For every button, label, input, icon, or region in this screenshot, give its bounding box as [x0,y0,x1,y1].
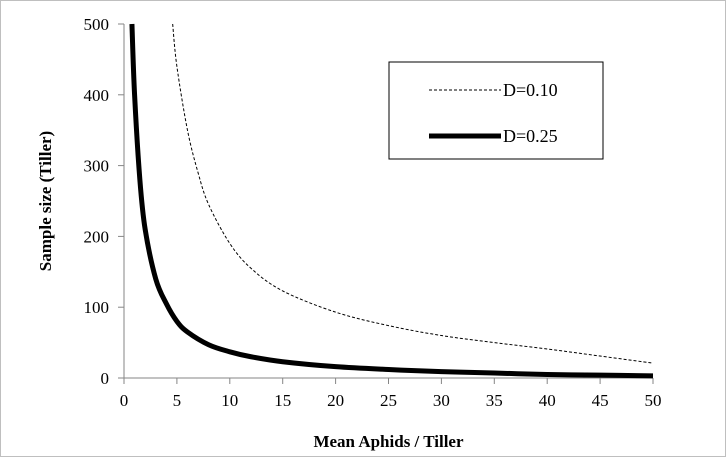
y-tick-label: 400 [84,86,110,105]
series-line-0 [172,23,654,364]
y-tick-label: 100 [84,298,110,317]
x-tick-label: 45 [592,391,609,410]
x-tick-label: 35 [486,391,503,410]
y-tick-label: 200 [84,227,110,246]
legend-label-1: D=0.25 [503,126,558,146]
series-layer [129,23,654,379]
x-tick-label: 0 [120,391,129,410]
x-tick-label: 10 [221,391,238,410]
y-axis-title: Sample size (Tiller) [36,131,55,271]
legend: D=0.10 D=0.25 [388,61,604,160]
y-tick-label: 0 [101,369,110,388]
x-tick-label: 25 [380,391,397,410]
y-tick-label: 500 [84,15,110,34]
legend-label-0: D=0.10 [503,80,558,100]
x-tick-label: 50 [645,391,662,410]
x-tick-label: 5 [173,391,182,410]
series-line-1 [129,23,654,379]
x-tick-label: 40 [539,391,556,410]
legend-box [388,61,604,160]
x-tick-label: 15 [274,391,291,410]
y-tick-label: 300 [84,157,110,176]
x-axis-title: Mean Aphids / Tiller [313,432,463,451]
x-tick-label: 20 [327,391,344,410]
x-tick-label: 30 [433,391,450,410]
